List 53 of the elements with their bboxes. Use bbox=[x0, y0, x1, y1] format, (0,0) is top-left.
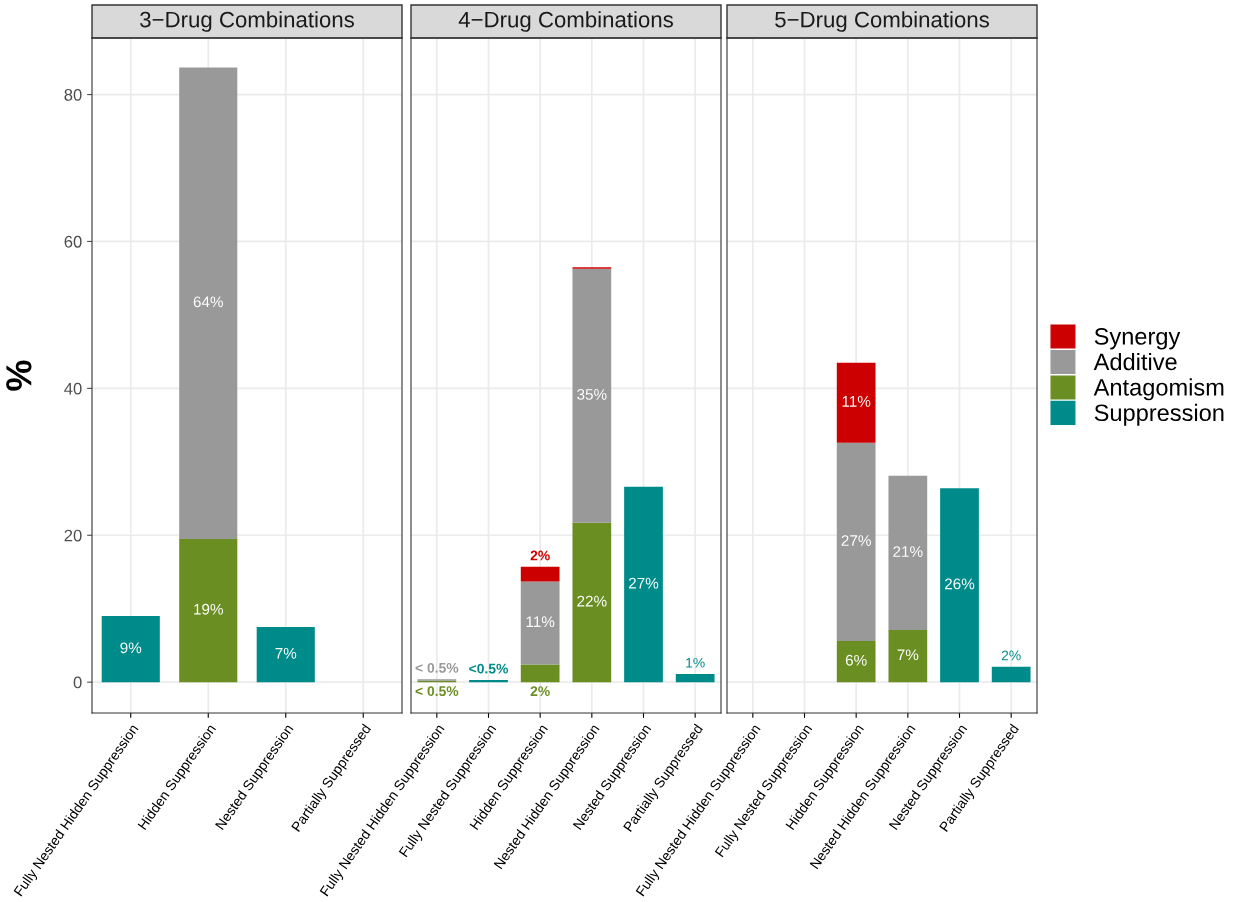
data-label: 11% bbox=[526, 616, 555, 628]
legend-label: Synergy bbox=[1094, 328, 1181, 350]
data-label: 2% bbox=[530, 686, 550, 696]
data-label: 9% bbox=[120, 642, 142, 654]
data-label: 11% bbox=[842, 396, 871, 407]
data-label: 7% bbox=[275, 647, 297, 659]
data-label: 64% bbox=[193, 296, 223, 308]
data-label: < 0.5% bbox=[415, 686, 459, 697]
legend-label: Antagomism bbox=[1093, 378, 1224, 401]
bar bbox=[888, 630, 928, 683]
y-axis-title: % bbox=[6, 360, 32, 391]
bar bbox=[520, 566, 560, 582]
y-tick-label: 40 bbox=[64, 382, 82, 395]
bar bbox=[836, 442, 876, 642]
bar bbox=[572, 522, 612, 683]
y-tick-label: 20 bbox=[64, 529, 82, 542]
chart-title: 4−Drug Combinations bbox=[458, 11, 673, 32]
data-label: < 0.5% bbox=[415, 662, 459, 673]
data-label: 6% bbox=[845, 654, 867, 666]
data-label: 35% bbox=[577, 388, 607, 400]
bar bbox=[675, 674, 715, 683]
chart-title: 5−Drug Combinations bbox=[775, 11, 989, 32]
data-label: 1% bbox=[686, 657, 705, 668]
legend-label: Suppression bbox=[1094, 403, 1224, 426]
bar bbox=[101, 616, 160, 683]
data-label: 27% bbox=[628, 577, 659, 589]
data-label: 7% bbox=[897, 649, 919, 661]
bar bbox=[624, 486, 663, 683]
bar bbox=[888, 475, 928, 630]
bar bbox=[572, 268, 612, 523]
data-label: 27% bbox=[841, 535, 871, 546]
bar bbox=[256, 627, 315, 683]
data-label: 21% bbox=[893, 546, 923, 557]
bar bbox=[469, 679, 508, 683]
data-label: 22% bbox=[577, 595, 607, 607]
bar bbox=[520, 664, 560, 683]
bar bbox=[179, 67, 238, 539]
data-label: 2% bbox=[1001, 650, 1021, 661]
bar bbox=[991, 666, 1031, 683]
y-tick-label: 0 bbox=[73, 676, 82, 689]
bar bbox=[836, 362, 876, 443]
y-tick-label: 60 bbox=[64, 235, 82, 248]
bar bbox=[940, 488, 979, 683]
legend-label: Additive bbox=[1093, 352, 1177, 371]
data-label: <0.5% bbox=[469, 663, 509, 674]
chart-title: 3−Drug Combinations bbox=[140, 11, 354, 32]
data-label: 19% bbox=[194, 603, 223, 615]
data-label: 26% bbox=[944, 578, 975, 590]
data-label: 2% bbox=[530, 550, 550, 561]
bar bbox=[520, 581, 560, 665]
bar bbox=[836, 641, 876, 683]
y-tick-label: 80 bbox=[64, 88, 82, 101]
bar bbox=[179, 538, 238, 683]
